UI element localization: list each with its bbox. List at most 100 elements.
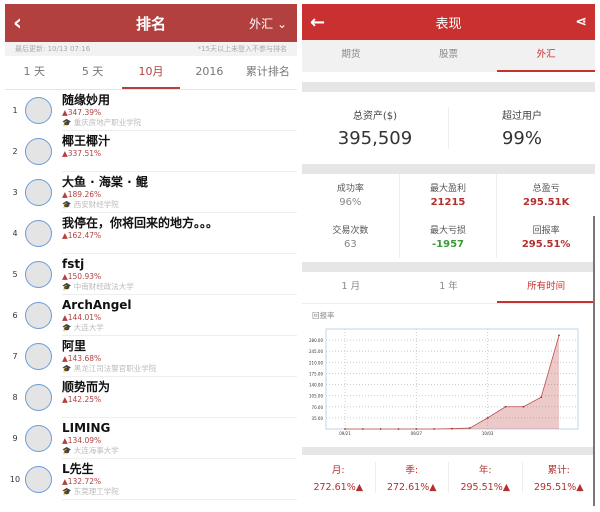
stat-cell: 交易次数 63: [302, 216, 400, 258]
stat-value: 63: [343, 239, 357, 250]
tab-chart-period[interactable]: 1 月: [341, 281, 361, 292]
table-row[interactable]: 8 顺势而为 ▲142.25%: [5, 377, 297, 418]
divider: [302, 262, 595, 272]
divider: [302, 164, 595, 174]
data-point: [451, 427, 453, 430]
rank-number: 10: [9, 475, 21, 484]
school-name: 重庆房地产职业学院: [73, 118, 142, 127]
avatar[interactable]: [25, 466, 52, 493]
row-info: LIMING ▲134.09% 🎓 大连海事大学: [62, 418, 297, 459]
ranking-list: 1 随缘妙用 ▲347.39% 🎓 重庆房地产职业学院 2 椰王椰汁 ▲337.51% 3 大鱼…: [5, 90, 297, 500]
table-row[interactable]: 6 ArchAngel ▲144.01% 🎓 大连大学: [5, 295, 297, 336]
avatar[interactable]: [25, 220, 52, 247]
ranking-panel: ‹ 排名 外汇 ⌄ 最后更新: 10/13 07:16 *15天以上未登入不参与…: [5, 0, 297, 512]
return-label: 累计:: [547, 464, 570, 476]
avatar[interactable]: [25, 302, 52, 329]
last-update: 最后更新: 10/13 07:16: [15, 45, 91, 53]
return-item: 累计: 295.51%▲: [521, 461, 596, 493]
graduation-cap-icon: 🎓: [62, 364, 74, 373]
return-percent: ▲150.93%: [62, 272, 102, 281]
return-percent: ▲347.39%: [62, 108, 102, 117]
school-name: 西安财经学院: [73, 200, 119, 209]
y-tick-label: 35.00: [312, 416, 324, 421]
tab-period[interactable]: 1 天: [23, 65, 45, 78]
row-info: ArchAngel ▲144.01% 🎓 大连大学: [62, 295, 297, 336]
table-row[interactable]: 3 大鱼 · 海棠 · 鲲 ▲189.26% 🎓 西安财经学院: [5, 172, 297, 213]
table-row[interactable]: 1 随缘妙用 ▲347.39% 🎓 重庆房地产职业学院: [5, 90, 297, 131]
stat-cell: 成功率 96%: [302, 174, 400, 216]
stat-value: 295.51K: [522, 197, 570, 208]
user-name: 随缘妙用: [62, 93, 111, 107]
stat-cell: 最大盈利 21215: [400, 174, 498, 216]
avatar[interactable]: [25, 97, 52, 124]
data-point: [361, 428, 364, 430]
tab-chart-period[interactable]: 所有时间: [497, 272, 596, 303]
tab-chart-period[interactable]: 1 年: [439, 281, 458, 292]
avatar[interactable]: [25, 179, 52, 206]
stat-label: 成功率: [336, 184, 364, 194]
avatar[interactable]: [25, 425, 52, 452]
data-point: [522, 405, 525, 408]
row-info: 阿里 ▲143.68% 🎓 黑龙江司法警官职业学院: [62, 336, 297, 377]
update-bar: 最后更新: 10/13 07:16 *15天以上未登入不参与排名: [5, 42, 297, 56]
tab-period[interactable]: 5 天: [81, 65, 104, 78]
beat-value: 99%: [501, 128, 542, 149]
table-row[interactable]: 7 阿里 ▲143.68% 🎓 黑龙江司法警官职业学院: [5, 336, 297, 377]
divider: [302, 447, 595, 455]
market-selector[interactable]: 外汇 ⌄: [249, 15, 287, 32]
return-percent: ▲143.68%: [62, 354, 102, 363]
stat-cell: 最大亏损 -1957: [400, 216, 498, 258]
school: 🎓 大连大学: [62, 323, 297, 333]
tab-market[interactable]: 股票: [439, 49, 459, 60]
assets-label: 总资产($): [352, 111, 398, 122]
return-percent: ▲134.09%: [62, 436, 102, 445]
data-point: [540, 396, 543, 399]
user-name: fstj: [62, 257, 85, 271]
school-name: 黑龙江司法警官职业学院: [73, 364, 157, 373]
return-value: 295.51%▲: [533, 481, 584, 493]
tab-market[interactable]: 外汇: [497, 40, 596, 72]
avatar[interactable]: [25, 261, 52, 288]
scrollbar[interactable]: [593, 216, 595, 506]
table-row[interactable]: 5 fstj ▲150.93% 🎓 中南财经政法大学: [5, 254, 297, 295]
graduation-cap-icon: 🎓: [62, 446, 74, 455]
row-info: fstj ▲150.93% 🎓 中南财经政法大学: [62, 254, 297, 295]
rank-number: 4: [12, 229, 18, 238]
tab-market[interactable]: 期货: [341, 49, 361, 60]
table-row[interactable]: 2 椰王椰汁 ▲337.51%: [5, 131, 297, 172]
y-tick-label: 140.00: [309, 383, 323, 388]
stats-grid: 成功率 96% 最大盈利 21215 总盈亏 295.51K 交易次数 63 最大亏损 -1957…: [302, 174, 595, 258]
table-row[interactable]: 9 LIMING ▲134.09% 🎓 大连海事大学: [5, 418, 297, 459]
return-value: 272.61%▲: [386, 481, 437, 493]
table-row[interactable]: 10 L先生 ▲132.72% 🎓 东莞理工学院: [5, 459, 297, 500]
rank-number: 9: [12, 434, 18, 443]
row-info: L先生 ▲132.72% 🎓 东莞理工学院: [62, 459, 297, 500]
rank-number: 8: [12, 393, 18, 402]
table-row[interactable]: 4 我停在，你将回来的地方。。。 ▲162.47%: [5, 213, 297, 254]
school: 🎓 中南财经政法大学: [62, 282, 297, 292]
data-point: [397, 428, 400, 430]
return-percent: ▲337.51%: [62, 149, 102, 158]
chevron-left-icon[interactable]: ‹: [13, 10, 23, 36]
tab-period[interactable]: 10月: [121, 56, 181, 89]
ranking-note: *15天以上未登入不参与排名: [197, 45, 287, 53]
chevron-down-icon: ⌄: [276, 16, 287, 31]
share-icon[interactable]: ⋖: [575, 14, 587, 30]
data-point: [558, 334, 560, 337]
tab-period[interactable]: 2016: [195, 65, 224, 78]
user-name: 阿里: [62, 339, 87, 353]
stat-label: 最大亏损: [429, 226, 466, 236]
return-label: 季:: [405, 464, 419, 476]
return-item: 月: 272.61%▲: [302, 462, 375, 493]
arrow-left-icon[interactable]: ←: [310, 11, 326, 33]
school-name: 中南财经政法大学: [73, 282, 134, 291]
ranking-header: ‹ 排名 外汇 ⌄: [5, 4, 297, 42]
page-title: 排名: [135, 14, 166, 33]
avatar[interactable]: [25, 138, 52, 165]
area-fill: [345, 335, 559, 429]
avatar[interactable]: [25, 343, 52, 370]
stat-value: 21215: [430, 197, 466, 208]
avatar[interactable]: [25, 384, 52, 411]
tab-period[interactable]: 累计排名: [245, 65, 290, 78]
rank-number: 3: [12, 188, 18, 197]
